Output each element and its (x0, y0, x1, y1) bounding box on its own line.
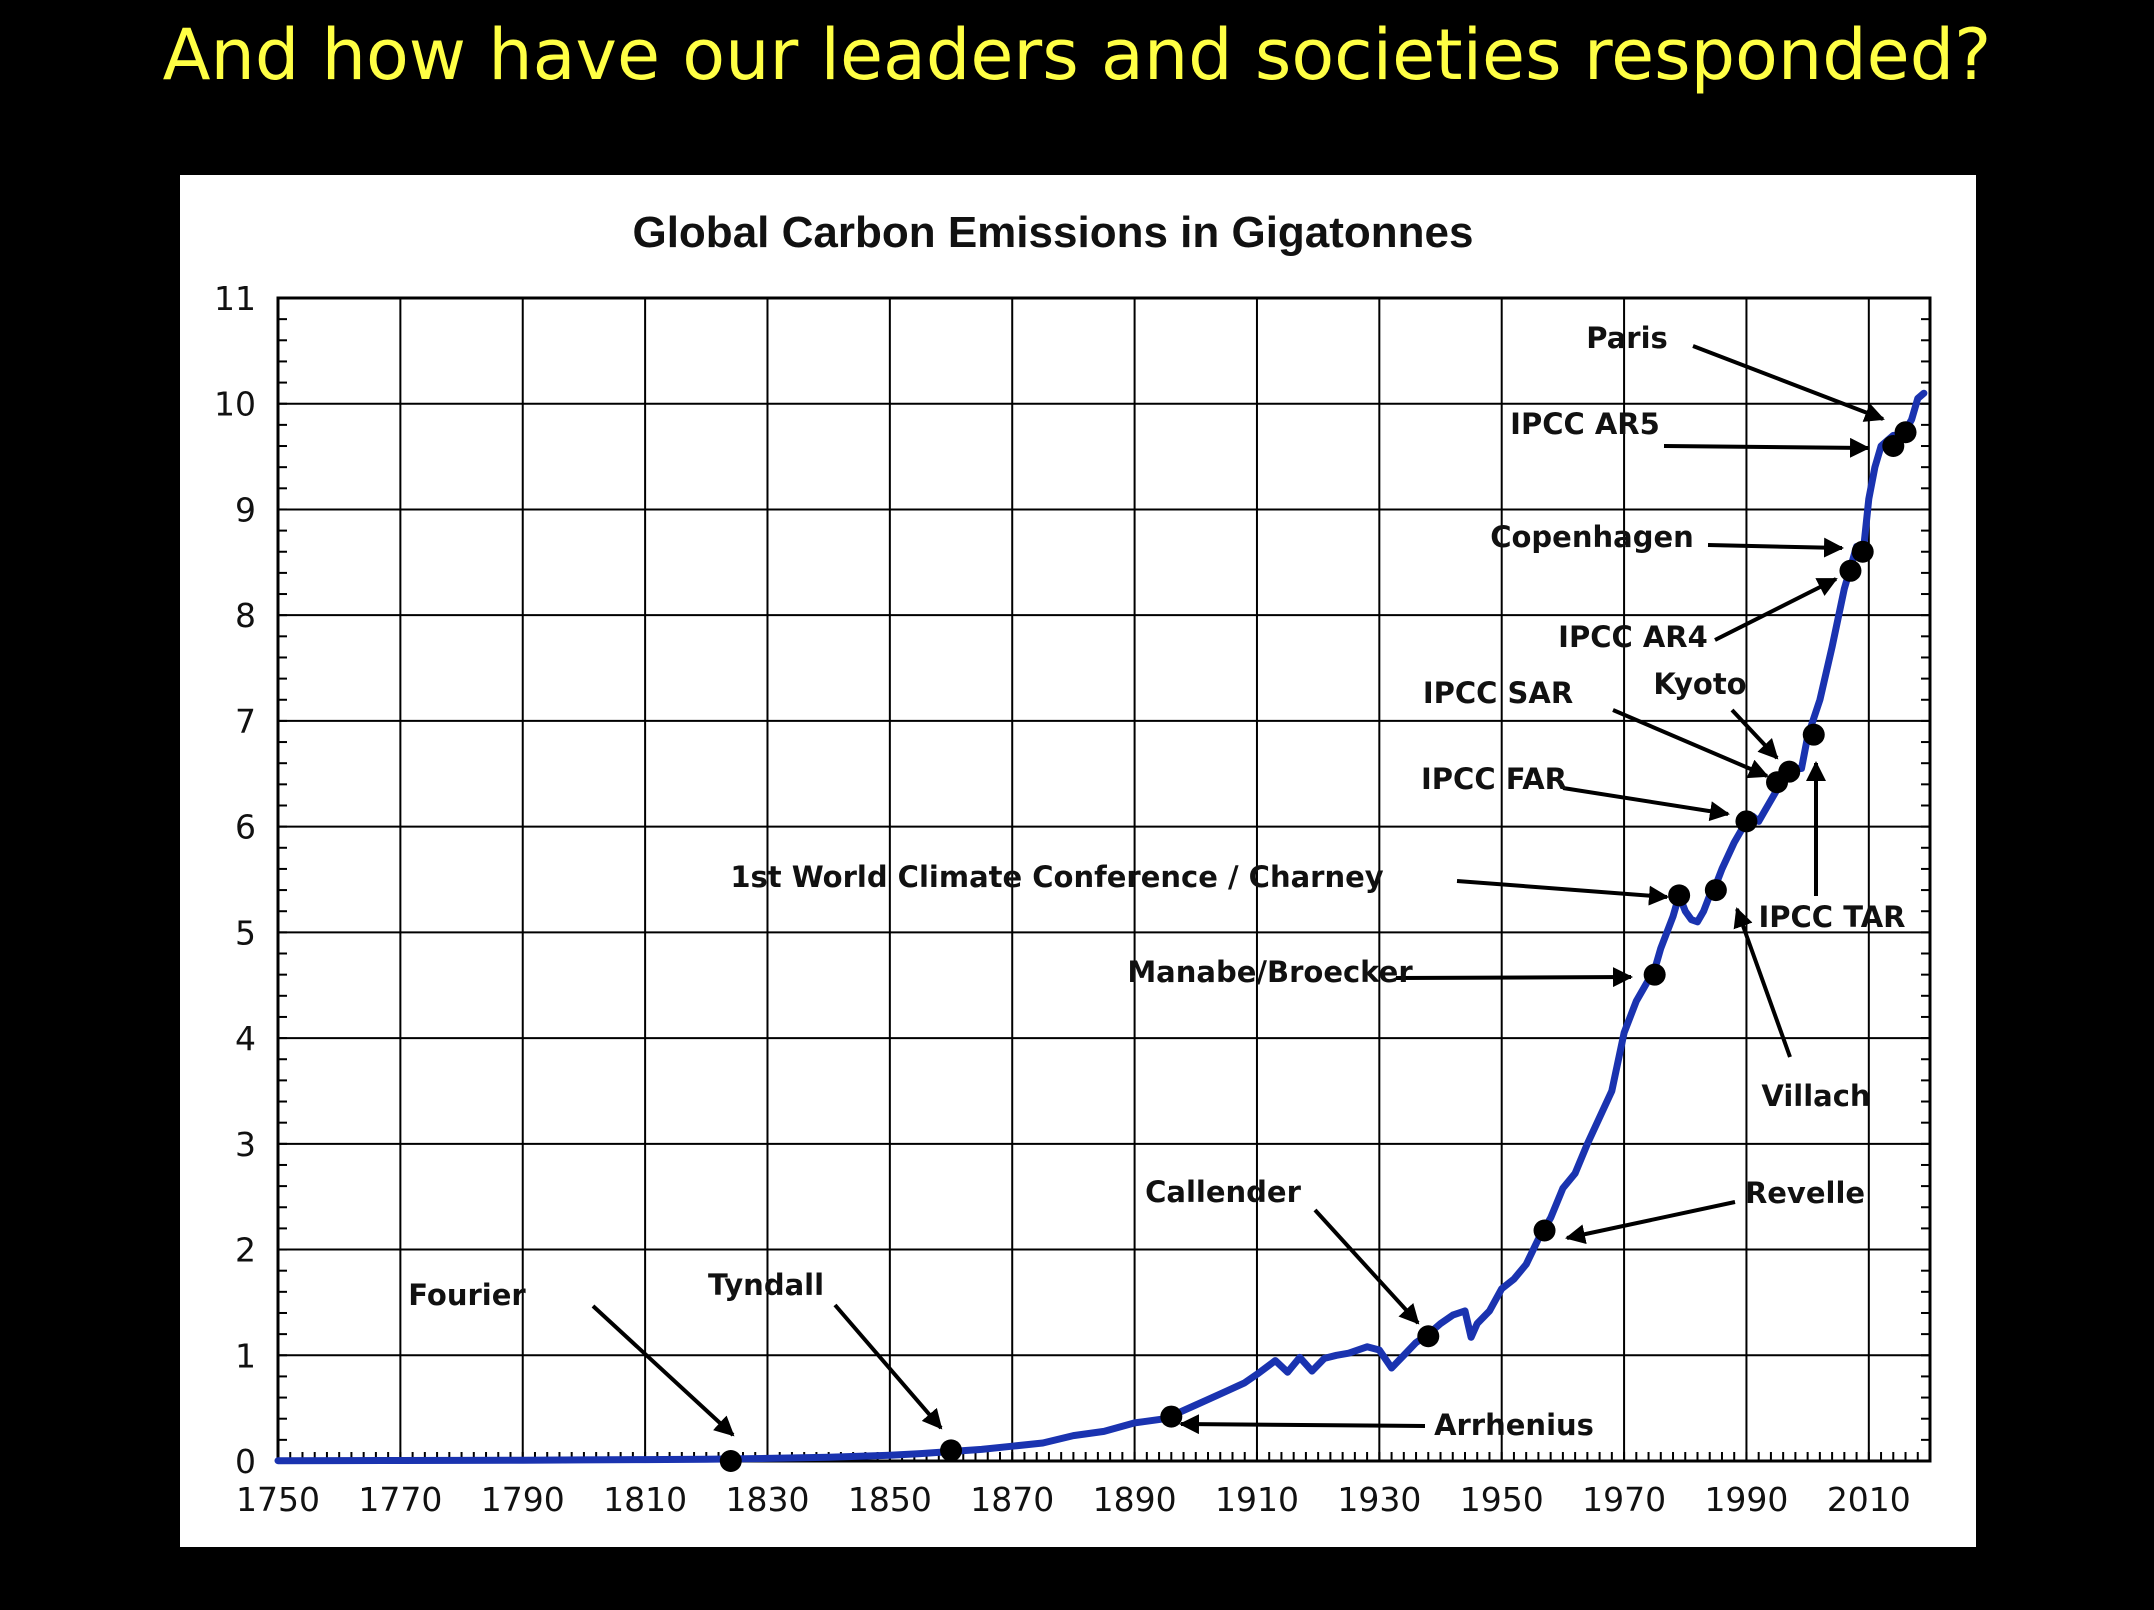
event-label: Manabe/Broecker (1127, 955, 1413, 989)
event-marker (1894, 421, 1917, 444)
event-label: IPCC TAR (1758, 900, 1905, 934)
event-annotation: IPCC AR4 (1558, 559, 1862, 654)
x-tick-label: 1790 (481, 1480, 565, 1519)
event-annotation: IPCC FAR (1421, 762, 1758, 833)
event-annotation: Tyndall (708, 1268, 963, 1462)
event-arrow (833, 1303, 943, 1430)
event-annotation: Paris (1586, 321, 1917, 444)
event-annotation: Copenhagen (1490, 520, 1874, 563)
event-arrow (1692, 344, 1885, 422)
event-annotation: IPCC TAR (1758, 723, 1906, 934)
event-arrow (1562, 786, 1730, 822)
event-marker (1735, 810, 1758, 833)
event-annotation: IPCC AR5 (1510, 407, 1905, 458)
event-arrow (1733, 907, 1792, 1058)
event-label: IPCC SAR (1423, 676, 1573, 710)
event-marker (1417, 1325, 1440, 1348)
event-marker (940, 1439, 963, 1462)
event-annotation: Callender (1145, 1175, 1440, 1348)
event-label: Kyoto (1653, 667, 1746, 701)
x-tick-label: 2010 (1827, 1480, 1911, 1519)
event-annotation: Kyoto (1653, 667, 1801, 783)
x-tick-label: 1950 (1460, 1480, 1544, 1519)
event-arrow (1565, 1200, 1736, 1245)
x-tick-label: 1830 (725, 1480, 809, 1519)
y-tick-label: 10 (214, 385, 256, 424)
event-annotation: Arrhenius (1160, 1405, 1594, 1442)
y-tick-label: 3 (235, 1125, 256, 1164)
event-arrow (1663, 437, 1870, 458)
event-annotation: Manabe/Broecker (1127, 955, 1666, 989)
event-label: Paris (1586, 321, 1668, 355)
event-label: IPCC FAR (1421, 762, 1567, 796)
event-annotation: IPCC SAR (1423, 676, 1789, 794)
x-tick-label: 1870 (970, 1480, 1054, 1519)
event-marker (1533, 1219, 1556, 1242)
y-tick-label: 0 (235, 1442, 256, 1481)
event-marker (1778, 760, 1801, 783)
x-tick-label: 1990 (1704, 1480, 1788, 1519)
event-arrow (1179, 1414, 1426, 1435)
y-tick-label: 4 (235, 1019, 256, 1058)
y-tick-label: 2 (235, 1231, 256, 1270)
y-tick-label: 8 (235, 596, 256, 635)
event-label: Callender (1145, 1175, 1301, 1209)
event-annotation: Villach (1704, 879, 1871, 1113)
event-arrow (1313, 1208, 1420, 1325)
event-arrow (1707, 537, 1844, 558)
plot-frame (276, 296, 1932, 1463)
y-tick-label: 1 (235, 1336, 256, 1375)
x-tick-label: 1910 (1215, 1480, 1299, 1519)
slide-title: And how have our leaders and societies r… (162, 14, 1992, 96)
y-tick-label: 11 (214, 279, 256, 318)
event-marker (1668, 884, 1691, 907)
event-marker (1704, 879, 1727, 902)
chart-title: Global Carbon Emissions in Gigatonnes (632, 208, 1473, 257)
event-label: Tyndall (708, 1268, 824, 1302)
x-tick-label: 1930 (1337, 1480, 1421, 1519)
event-arrow (1612, 708, 1769, 779)
event-label: Revelle (1745, 1176, 1865, 1210)
event-arrow (1730, 708, 1779, 760)
event-label: IPCC AR5 (1510, 407, 1660, 441)
event-marker (719, 1450, 742, 1472)
x-tick-label: 1810 (603, 1480, 687, 1519)
y-tick-label: 6 (235, 808, 256, 847)
x-tick-label: 1770 (358, 1480, 442, 1519)
event-marker (1802, 723, 1825, 746)
event-label: Arrhenius (1434, 1408, 1594, 1442)
event-label: 1st World Climate Conference / Charney (730, 860, 1383, 894)
y-tick-label: 7 (235, 702, 256, 741)
event-marker (1643, 963, 1666, 986)
event-label: Villach (1761, 1079, 1870, 1113)
event-annotation: Revelle (1533, 1176, 1865, 1245)
event-label: Fourier (408, 1278, 526, 1312)
event-arrow (1714, 577, 1838, 642)
event-marker (1160, 1405, 1183, 1428)
event-label: Copenhagen (1490, 520, 1694, 554)
x-tick-label: 1750 (236, 1480, 320, 1519)
event-arrow (1395, 967, 1633, 988)
x-tick-label: 1890 (1093, 1480, 1177, 1519)
event-label: IPCC AR4 (1558, 620, 1708, 654)
x-tick-label: 1850 (848, 1480, 932, 1519)
y-tick-label: 9 (235, 490, 256, 529)
event-annotation: Fourier (408, 1278, 742, 1472)
emissions-chart: Global Carbon Emissions in Gigatonnes 01… (214, 208, 1932, 1519)
event-marker (1839, 559, 1862, 582)
event-arrow (591, 1304, 735, 1437)
event-arrow (1456, 879, 1669, 906)
event-marker (1851, 540, 1874, 563)
event-annotation: 1st World Climate Conference / Charney (730, 860, 1691, 907)
y-tick-label: 5 (235, 913, 256, 952)
x-tick-label: 1970 (1582, 1480, 1666, 1519)
